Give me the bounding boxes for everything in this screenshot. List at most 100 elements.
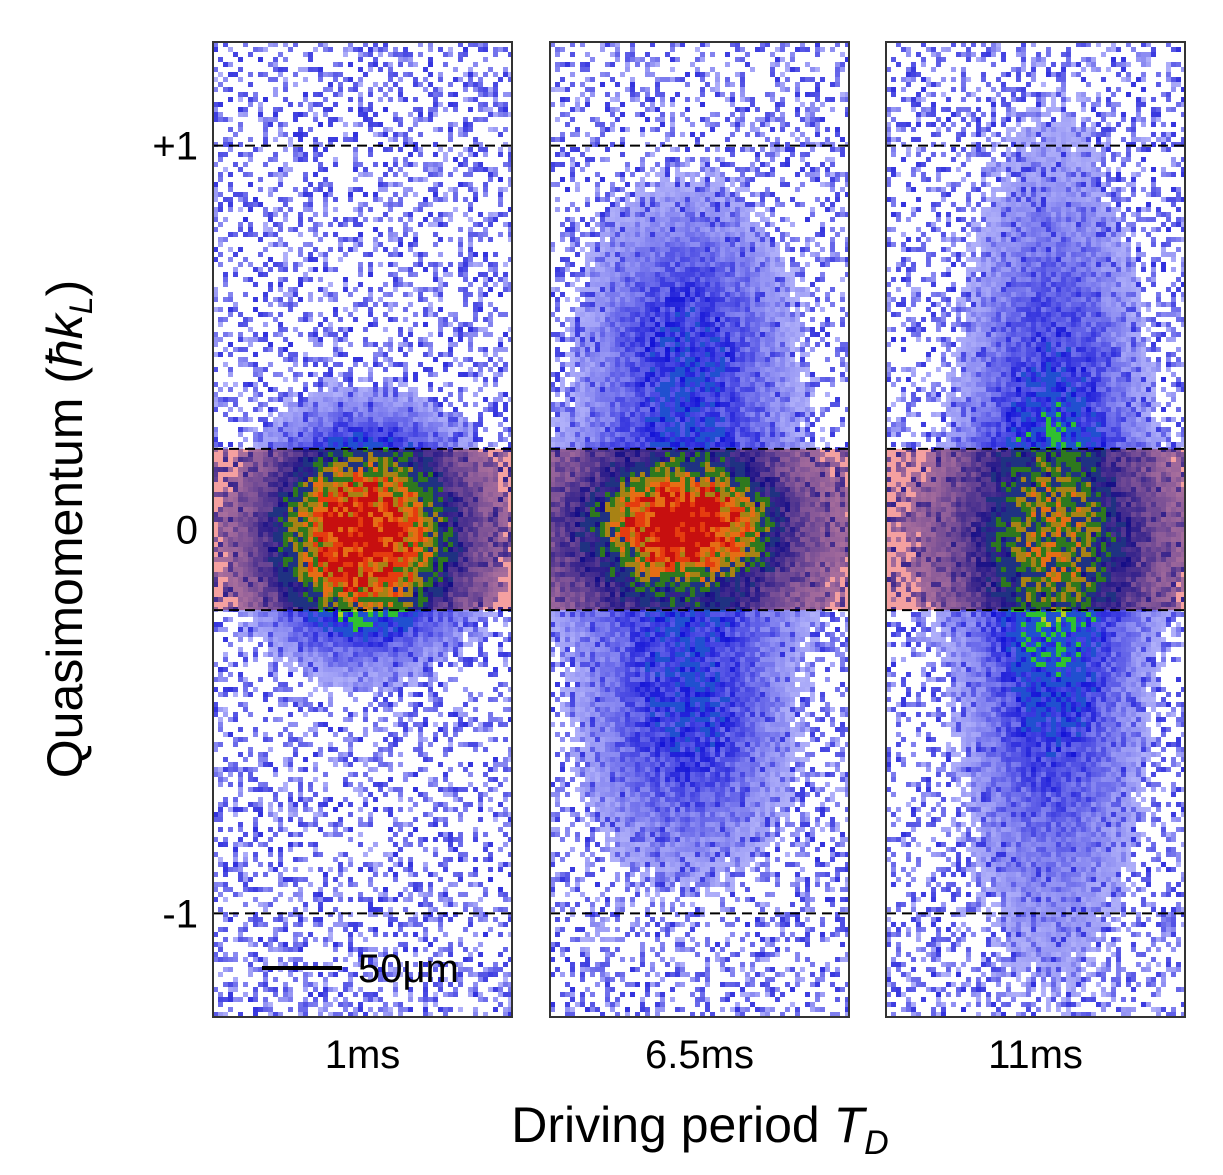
pixel [258,627,263,632]
pixel [238,627,243,632]
pixel [498,292,503,297]
pixel [353,737,358,742]
pixel [298,777,303,782]
pixel [268,227,273,232]
pixel [278,372,283,377]
pixel [218,667,223,672]
pixel [258,177,263,182]
pixel [343,372,348,377]
pixel [243,362,248,367]
pixel [438,627,443,632]
pixel [228,342,233,347]
pixel [448,742,453,747]
pixel [458,622,463,627]
pixel [383,382,388,387]
pixel [293,617,298,622]
pixel [403,337,408,342]
pixel [243,42,248,47]
pixel [358,617,363,622]
pixel [303,432,308,437]
pixel [268,232,273,237]
pixel [408,677,413,682]
pixel [483,327,488,332]
pixel [228,247,233,252]
pixel [428,642,433,647]
pixel [258,237,263,242]
pixel [378,187,383,192]
pixel [308,672,313,677]
pixel [438,352,443,357]
pixel [373,757,378,762]
pixel [373,197,378,202]
pixel [428,647,433,652]
pixel [353,237,358,242]
pixel [403,307,408,312]
pixel [343,352,348,357]
pixel [398,657,403,662]
pixel [453,122,458,127]
pixel [413,682,418,687]
pixel [328,377,333,382]
pixel [488,302,493,307]
pixel [278,687,283,692]
pixel [433,412,438,417]
pixel [358,437,363,442]
pixel [378,217,383,222]
pixel [493,217,498,222]
pixel [478,232,483,237]
pixel [503,212,508,217]
pixel [328,327,333,332]
pixel [313,612,318,617]
pixel [368,67,373,72]
pixel [333,102,338,107]
pixel [273,677,278,682]
pixel [473,222,478,227]
pixel [248,427,253,432]
pixel [308,267,313,272]
pixel [233,692,238,697]
pixel [318,722,323,727]
pixel [483,117,488,122]
pixel [403,222,408,227]
pixel [383,747,388,752]
pixel [303,352,308,357]
pixel [258,72,263,77]
pixel [423,197,428,202]
pixel [433,127,438,132]
pixel [223,347,228,352]
pixel [248,102,253,107]
pixel [473,62,478,67]
pixel [363,687,368,692]
pixel [278,652,283,657]
pixel [408,332,413,337]
pixel [458,262,463,267]
pixel [368,62,373,67]
pixel [408,177,413,182]
pixel [378,407,383,412]
pixel [428,397,433,402]
pixel [248,232,253,237]
pixel [423,647,428,652]
pixel [248,72,253,77]
pixel [433,102,438,107]
pixel [398,52,403,57]
pixel [308,702,313,707]
pixel [483,382,488,387]
pixel [233,347,238,352]
pixel [433,697,438,702]
pixel [338,657,343,662]
pixel [443,652,448,657]
pixel [383,432,388,437]
pixel [468,97,473,102]
pixel [353,657,358,662]
pixel [353,682,358,687]
pixel [298,662,303,667]
pixel [273,397,278,402]
pixel [383,737,388,742]
pixel [423,432,428,437]
pixel [508,162,512,167]
pixel [373,647,378,652]
pixel [358,172,363,177]
pixel [233,252,238,257]
pixel [363,217,368,222]
